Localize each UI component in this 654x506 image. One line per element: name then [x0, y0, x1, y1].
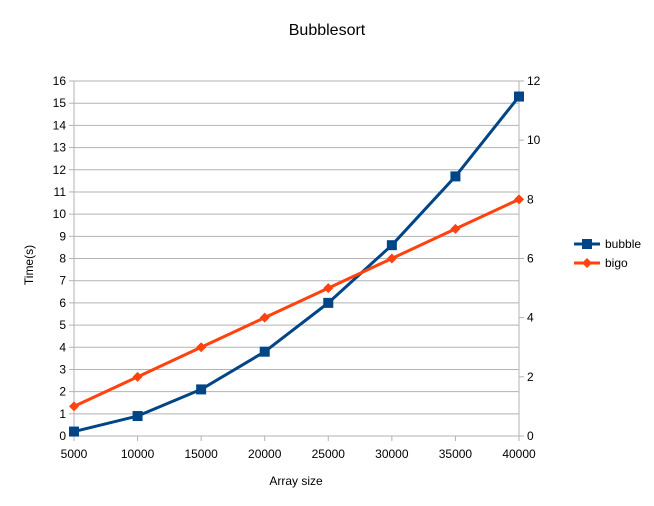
data-point-bigo: [259, 312, 270, 323]
y2-tick-label: 2: [527, 370, 534, 384]
y2-tick-label: 4: [527, 311, 534, 325]
series-line-bigo: [73, 197, 520, 408]
legend: bubble bigo: [574, 237, 641, 270]
y-tick-label: 3: [59, 362, 66, 376]
data-point-bubble: [132, 411, 143, 422]
y-tick-label: 13: [53, 141, 67, 155]
data-point-bigo: [196, 342, 207, 353]
x-axis-ticks: 5000 10000 15000 20000 25000 30000 35000 40000: [61, 447, 536, 461]
x-axis-label: Array size: [269, 474, 323, 488]
y2-tick-label: 8: [527, 192, 534, 206]
series-layer: [69, 91, 524, 437]
data-point-bubble: [514, 91, 524, 102]
y-tick-label: 14: [53, 118, 67, 132]
gridlines: [74, 80, 519, 437]
data-point-bubble: [259, 346, 270, 357]
x-tick-label: 5000: [61, 447, 88, 461]
y2-tick-label: 6: [527, 252, 534, 266]
x-tick-label: 25000: [312, 447, 346, 461]
x-tick-label: 20000: [248, 447, 282, 461]
legend-marker-bigo: [582, 258, 592, 268]
legend-marker-bubble: [582, 239, 592, 249]
data-point-bigo: [132, 371, 143, 382]
y-tick-label: 1: [59, 407, 66, 421]
y-tick-label: 11: [54, 185, 67, 199]
y2-tick-label: 0: [527, 429, 534, 443]
y-tick-label: 6: [59, 296, 66, 310]
y-tick-label: 12: [53, 163, 67, 177]
data-point-bigo: [450, 223, 461, 234]
data-point-bubble: [450, 171, 461, 182]
y-tick-label: 15: [53, 96, 67, 110]
x-tick-label: 10000: [121, 447, 155, 461]
y2-tick-label: 10: [527, 133, 541, 147]
y-tick-label: 9: [59, 229, 66, 243]
data-point-bubble: [386, 240, 397, 251]
y2-tick-label: 12: [527, 74, 541, 88]
data-point-bigo: [514, 194, 524, 205]
legend-label-bubble: bubble: [605, 237, 641, 251]
x-tick-label: 35000: [439, 447, 473, 461]
y-tick-label: 7: [59, 274, 66, 288]
data-point-bigo: [323, 283, 334, 294]
data-point-bigo: [386, 253, 397, 264]
series-line-bubble: [73, 95, 521, 434]
y-tick-label: 16: [53, 74, 67, 88]
x-tick-label: 15000: [184, 447, 218, 461]
right-axis-ticks: 0 2 4 6 8 10 12: [527, 74, 541, 443]
data-point-bubble: [69, 426, 79, 437]
y-tick-label: 10: [53, 207, 67, 221]
chart-title: Bubblesort: [289, 22, 366, 39]
data-point-bubble: [196, 384, 207, 395]
y-tick-label: 8: [59, 252, 66, 266]
y-tick-label: 4: [59, 340, 66, 354]
x-tick-label: 30000: [375, 447, 409, 461]
y-tick-label: 2: [59, 385, 66, 399]
y-tick-label: 5: [59, 318, 66, 332]
plot-frame: [69, 80, 524, 441]
legend-label-bigo: bigo: [605, 256, 628, 270]
y-axis-label: Time(s): [22, 245, 36, 285]
data-point-bubble: [323, 297, 334, 308]
y-tick-label: 0: [59, 429, 66, 443]
x-tick-label: 40000: [502, 447, 536, 461]
data-point-bigo: [69, 401, 79, 412]
